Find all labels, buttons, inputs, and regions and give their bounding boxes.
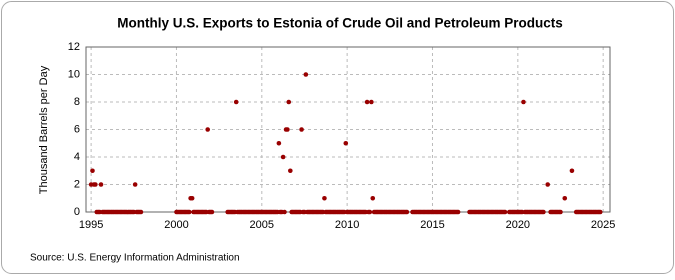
x-tick-label: 2025	[591, 219, 615, 231]
point	[541, 209, 546, 215]
point	[369, 99, 374, 105]
y-tick-label: 10	[68, 68, 80, 80]
point	[303, 72, 309, 77]
x-tick-label: 2020	[506, 219, 530, 231]
point	[455, 209, 461, 215]
marks	[88, 72, 603, 215]
point	[132, 182, 138, 187]
point	[569, 168, 575, 174]
point	[189, 195, 195, 201]
point	[186, 209, 192, 215]
point	[502, 209, 508, 215]
chart-title: Monthly U.S. Exports to Estonia of Crude…	[117, 16, 563, 31]
point	[280, 154, 286, 160]
point	[322, 195, 327, 201]
point	[370, 195, 376, 201]
point	[562, 195, 568, 201]
point	[521, 99, 526, 105]
point	[282, 209, 287, 215]
frame	[1, 1, 674, 274]
y-tick-label: 4	[74, 151, 80, 163]
point	[93, 182, 98, 187]
point	[367, 209, 373, 215]
y-axis-label: Thousand Barrels per Day	[38, 65, 50, 194]
point	[299, 127, 304, 132]
y-tick-label: 6	[74, 123, 80, 135]
point	[545, 182, 551, 187]
point	[90, 168, 95, 174]
y-tick-label: 12	[68, 41, 80, 53]
point	[285, 127, 290, 132]
source-note: Source: U.S. Energy Information Administ…	[30, 253, 240, 264]
point	[597, 209, 603, 215]
x-tick-label: 2015	[420, 219, 444, 231]
x-tick-label: 2000	[164, 219, 188, 231]
x-tick-label: 2005	[250, 219, 274, 231]
point	[288, 168, 293, 174]
x-tick-label: 2010	[335, 219, 359, 231]
point	[404, 209, 410, 215]
point	[276, 140, 282, 146]
point	[233, 99, 239, 105]
point	[205, 127, 210, 132]
x-tick-label: 1995	[79, 219, 103, 231]
y-tick-label: 0	[74, 206, 80, 218]
point	[558, 209, 563, 215]
point	[343, 140, 349, 146]
point	[286, 99, 292, 105]
point	[138, 209, 144, 215]
point	[209, 209, 215, 215]
y-tick-label: 2	[74, 178, 80, 190]
point	[98, 182, 104, 187]
point	[364, 99, 370, 105]
y-tick-label: 8	[74, 96, 80, 108]
